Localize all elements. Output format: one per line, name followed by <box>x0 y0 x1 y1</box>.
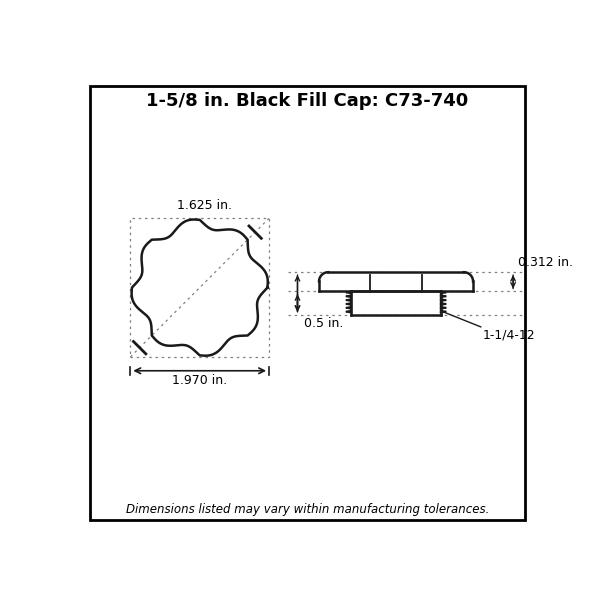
Text: 1.625 in.: 1.625 in. <box>176 199 232 212</box>
Text: 0.312 in.: 0.312 in. <box>518 256 573 269</box>
Text: 1-1/4-12: 1-1/4-12 <box>482 328 535 341</box>
Text: 1.970 in.: 1.970 in. <box>172 374 227 387</box>
Text: 0.5 in.: 0.5 in. <box>304 317 343 330</box>
Text: 1-5/8 in. Black Fill Cap: C73-740: 1-5/8 in. Black Fill Cap: C73-740 <box>146 92 469 110</box>
Text: Dimensions listed may vary within manufacturing tolerances.: Dimensions listed may vary within manufa… <box>126 503 489 516</box>
